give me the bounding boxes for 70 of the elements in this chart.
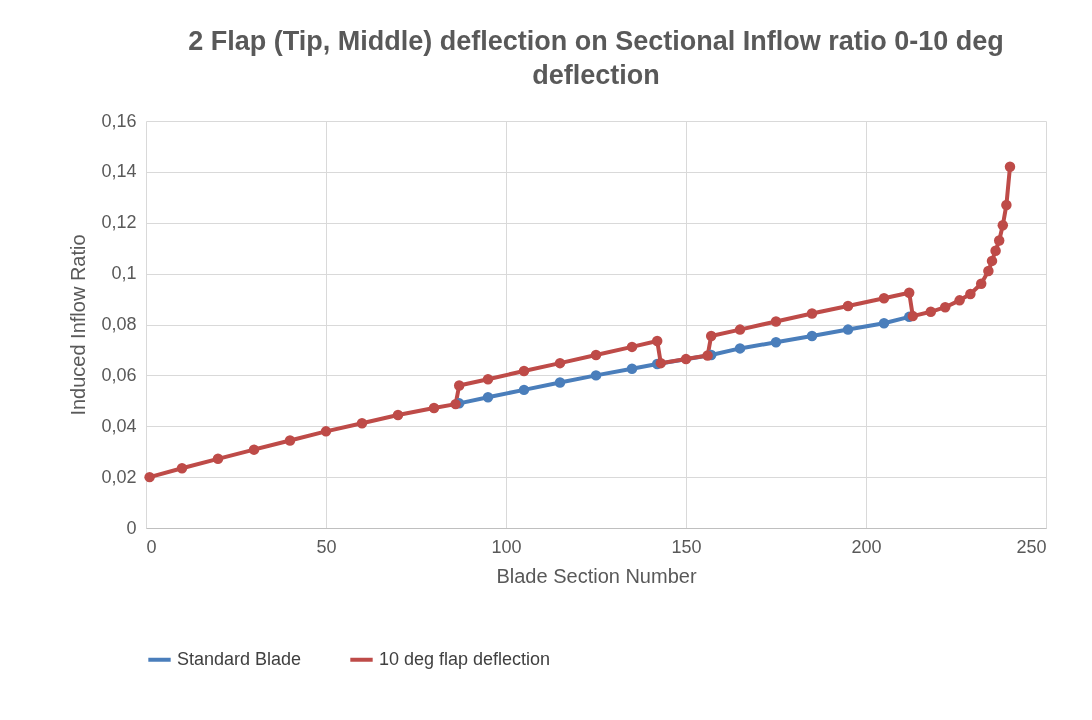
point — [176, 462, 188, 474]
y-tick-label: 0,1 — [111, 263, 137, 284]
point — [626, 341, 638, 353]
point — [997, 220, 1009, 231]
point — [212, 453, 224, 465]
x-tick-label: 50 — [316, 536, 337, 557]
point — [806, 308, 818, 319]
point — [965, 288, 976, 300]
point — [702, 350, 713, 361]
x-axis-title: Blade Section Number — [496, 564, 697, 587]
y-tick-label: 0,04 — [101, 415, 137, 436]
x-tick-label: 250 — [1016, 536, 1047, 557]
y-tick-label: 0,14 — [101, 161, 137, 182]
point — [990, 245, 1001, 256]
point — [925, 306, 937, 318]
point — [554, 377, 566, 388]
point — [392, 409, 404, 421]
y-axis-title: Induced Inflow Ratio — [67, 234, 90, 416]
point — [954, 295, 965, 306]
point — [975, 278, 987, 290]
x-tick-label: 200 — [851, 536, 882, 557]
point — [248, 444, 260, 455]
point — [993, 235, 1005, 246]
point — [626, 363, 638, 374]
point — [450, 398, 461, 410]
point — [986, 255, 998, 267]
point — [878, 317, 890, 329]
x-tick-label: 0 — [146, 536, 157, 557]
y-tick-label: 0 — [126, 517, 137, 538]
point — [842, 300, 854, 312]
point — [284, 435, 296, 446]
point — [655, 357, 667, 369]
point — [518, 384, 530, 396]
y-tick-label: 0,16 — [101, 110, 137, 131]
chart-title: 2 Flap (Tip, Middle) deflection on Sectional Inflow ratio 0-10 deg deflection — [188, 26, 1004, 90]
point — [734, 324, 746, 335]
point — [590, 370, 602, 381]
point — [482, 373, 494, 385]
point — [651, 335, 663, 347]
point — [705, 330, 717, 342]
point — [1004, 161, 1016, 173]
point — [983, 265, 994, 277]
point — [770, 316, 782, 327]
point — [356, 417, 368, 429]
point — [939, 301, 951, 313]
point — [482, 392, 494, 403]
point — [734, 343, 746, 354]
point — [878, 293, 890, 304]
point — [903, 287, 915, 298]
x-tick-label: 150 — [671, 536, 702, 557]
legend-label: Standard Blade — [177, 648, 302, 669]
y-tick-label: 0,12 — [101, 212, 137, 233]
x-tick-label: 100 — [491, 536, 522, 557]
point — [770, 337, 782, 348]
point — [907, 310, 919, 322]
legend-label: 10 deg flap deflection — [379, 648, 551, 669]
y-tick-label: 0,02 — [101, 466, 137, 487]
y-tick-label: 0,06 — [101, 364, 137, 385]
point — [428, 402, 440, 414]
point — [554, 357, 566, 369]
point — [590, 349, 602, 361]
point — [453, 380, 465, 391]
point — [806, 330, 818, 342]
point — [842, 324, 854, 335]
point — [518, 365, 530, 377]
y-tick-label: 0,08 — [101, 314, 137, 334]
point — [680, 353, 692, 365]
point — [144, 471, 155, 483]
point — [1001, 199, 1012, 211]
point — [320, 426, 332, 437]
